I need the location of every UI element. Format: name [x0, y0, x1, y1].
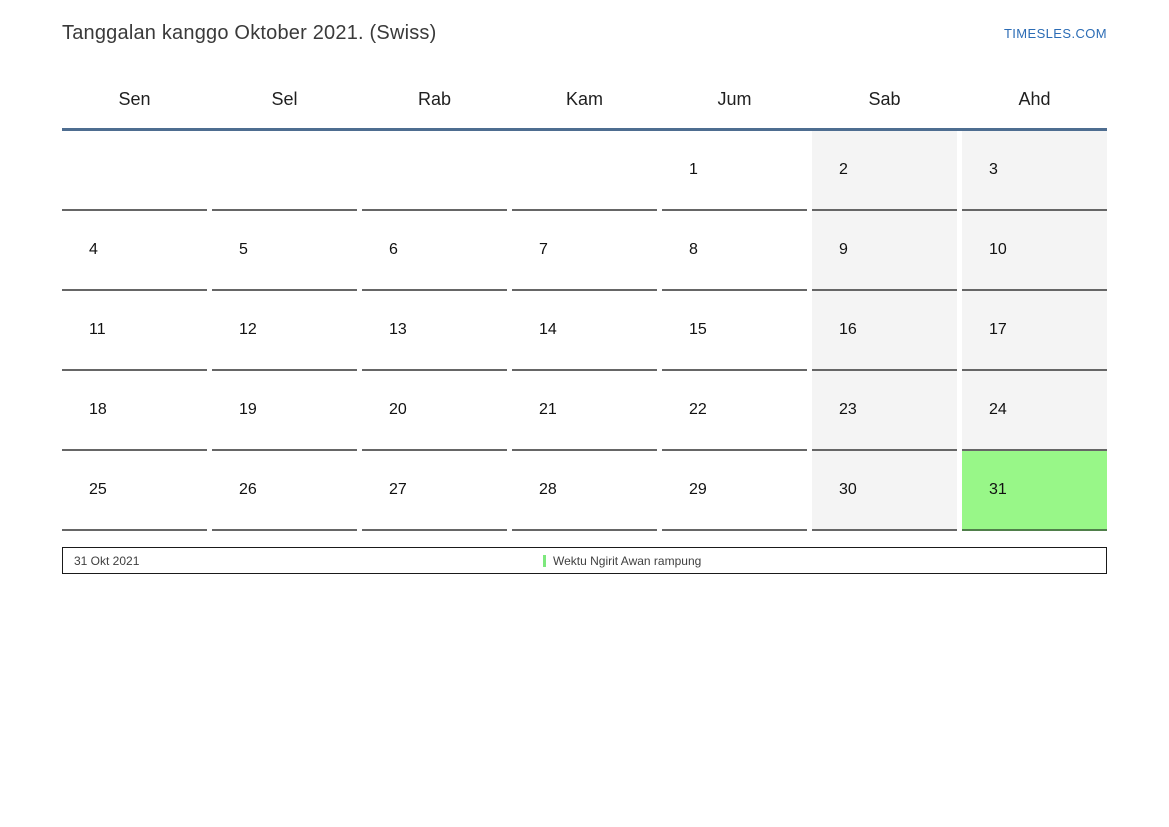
day-cell-15: 15 — [662, 291, 807, 371]
day-cell-empty — [212, 131, 357, 211]
day-cell-28: 28 — [512, 451, 657, 531]
calendar-page: Tanggalan kanggo Oktober 2021. (Swiss) T… — [62, 0, 1107, 574]
day-cell-20: 20 — [362, 371, 507, 451]
legend-event: Wektu Ngirit Awan rampung — [543, 548, 701, 573]
weekday-header-sel: Sel — [271, 89, 298, 109]
day-cell-30: 30 — [812, 451, 957, 531]
day-cell-11: 11 — [62, 291, 207, 371]
day-cell-13: 13 — [362, 291, 507, 371]
day-cell-5: 5 — [212, 211, 357, 291]
day-cell-12: 12 — [212, 291, 357, 371]
weekday-header-row: Sen Sel Rab Kam Jum Sab Ahd — [62, 85, 1107, 131]
site-link[interactable]: TIMESLES.COM — [1003, 26, 1107, 41]
day-cell-4: 4 — [62, 211, 207, 291]
day-cell-6: 6 — [362, 211, 507, 291]
day-cell-10: 10 — [962, 211, 1107, 291]
legend-event-label: Wektu Ngirit Awan rampung — [553, 553, 702, 568]
day-cell-14: 14 — [512, 291, 657, 371]
day-cell-25: 25 — [62, 451, 207, 531]
day-cell-31-highlighted: 31 — [962, 451, 1107, 531]
day-cell-empty — [62, 131, 207, 211]
day-cell-17: 17 — [962, 291, 1107, 371]
weekday-header-kam: Kam — [565, 89, 603, 109]
legend-date: 31 Okt 2021 — [74, 553, 140, 568]
day-cell-29: 29 — [662, 451, 807, 531]
calendar-grid: 1 2 3 4 5 6 7 8 9 10 11 12 13 14 15 16 1… — [62, 131, 1107, 531]
top-bar: Tanggalan kanggo Oktober 2021. (Swiss) T… — [62, 0, 1107, 45]
weekday-header-rab: Rab — [417, 89, 452, 109]
day-cell-16: 16 — [812, 291, 957, 371]
day-cell-26: 26 — [212, 451, 357, 531]
day-cell-empty — [512, 131, 657, 211]
day-cell-9: 9 — [812, 211, 957, 291]
legend-bar: 31 Okt 2021 Wektu Ngirit Awan rampung — [62, 547, 1107, 574]
day-cell-8: 8 — [662, 211, 807, 291]
day-cell-1: 1 — [662, 131, 807, 211]
page-title: Tanggalan kanggo Oktober 2021. (Swiss) — [62, 22, 437, 44]
day-cell-2: 2 — [812, 131, 957, 211]
day-cell-18: 18 — [62, 371, 207, 451]
day-cell-24: 24 — [962, 371, 1107, 451]
day-cell-22: 22 — [662, 371, 807, 451]
day-cell-27: 27 — [362, 451, 507, 531]
weekday-header-sab: Sab — [868, 89, 901, 109]
day-cell-empty — [362, 131, 507, 211]
day-cell-21: 21 — [512, 371, 657, 451]
weekday-header-sen: Sen — [118, 89, 151, 109]
event-marker-icon — [543, 554, 546, 567]
day-cell-23: 23 — [812, 371, 957, 451]
weekday-header-jum: Jum — [717, 89, 752, 109]
day-cell-7: 7 — [512, 211, 657, 291]
day-cell-3: 3 — [962, 131, 1107, 211]
weekday-header-ahd: Ahd — [1018, 89, 1051, 109]
day-cell-19: 19 — [212, 371, 357, 451]
